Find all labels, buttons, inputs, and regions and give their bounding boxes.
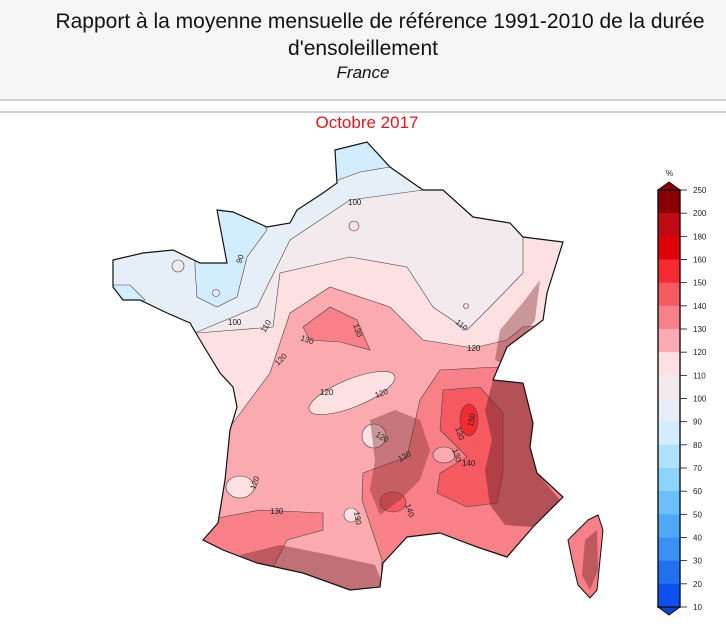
legend-tick-label: 180 — [693, 232, 707, 241]
legend-swatch — [658, 583, 680, 608]
region-subtitle: France — [336, 63, 390, 82]
legend-tick-label: 160 — [693, 256, 707, 265]
legend-swatch — [658, 352, 680, 376]
contour-label: 120 — [248, 475, 261, 491]
zone-local — [171, 259, 185, 273]
france-mainland — [113, 142, 563, 590]
zone-110-120-centre — [308, 371, 396, 415]
contour-label: 130 — [299, 333, 315, 346]
legend-tick-label: 20 — [693, 580, 702, 589]
legend-tick-label: 100 — [693, 395, 707, 404]
legend-tick-label: 10 — [693, 603, 702, 612]
contour-label: 130 — [351, 323, 364, 339]
header: Rapport à la moyenne mensuelle de référe… — [0, 0, 726, 101]
zone-130-140-paris — [302, 306, 371, 351]
zone-130-local — [432, 446, 456, 464]
contour-label: 140 — [403, 503, 416, 519]
legend-swatch — [658, 259, 680, 284]
legend-unit: % — [666, 169, 673, 178]
legend-swatch — [658, 398, 680, 423]
contour-label: 100 — [228, 318, 242, 327]
legend-swatch — [658, 190, 680, 214]
legend-swatch — [658, 305, 680, 330]
color-legend: % 250 200 180 160 150 140 130 120 110 100 90 80 70 60… — [656, 169, 707, 616]
legend-tick-label: 140 — [693, 302, 707, 311]
corsica — [567, 514, 604, 599]
relief-pyrenees — [240, 545, 385, 590]
relief-massif-central — [370, 410, 430, 515]
legend-tick-label: 60 — [693, 487, 702, 496]
contour-label: 130 — [453, 426, 466, 442]
contour-label: 120 — [374, 387, 390, 400]
legend-swatch — [658, 444, 680, 469]
contour-label: 130 — [270, 507, 284, 516]
legend-max-arrow — [656, 181, 682, 191]
legend-tick-label: 30 — [693, 557, 702, 566]
contour-label: 100 — [348, 198, 362, 207]
legend-tick-label: 200 — [693, 209, 707, 218]
legend-tick-label: 40 — [693, 534, 702, 543]
legend-swatch — [658, 560, 680, 585]
zone-local — [463, 303, 469, 309]
contour-labels: 90 100 100 110 110 120 120 120 120 120 1… — [228, 198, 481, 526]
zone-120-local — [343, 507, 359, 523]
zone-120-local — [361, 423, 387, 449]
legend-swatch — [658, 421, 680, 446]
legend-swatch — [658, 375, 680, 399]
contour-label: 120 — [467, 344, 481, 353]
legend-min-arrow — [656, 606, 682, 616]
legend-tick-label: 70 — [693, 464, 702, 473]
legend-tick-label: 120 — [693, 348, 707, 357]
legend-tick-label: 50 — [693, 510, 702, 519]
period-label: Octobre 2017 — [315, 113, 419, 132]
legend-swatch — [658, 468, 680, 492]
contour-label: 120 — [320, 388, 334, 397]
contour-label: 130 — [352, 511, 363, 526]
legend-swatch — [658, 213, 680, 237]
title-line-2: d'ensoleillement — [288, 37, 438, 60]
contour-label: 150 — [466, 412, 477, 427]
zone-local — [348, 220, 360, 232]
legend-tick-label: 250 — [693, 186, 707, 195]
title-line-1: Rapport à la moyenne mensuelle de référe… — [55, 10, 705, 33]
legend-tick-label: 110 — [693, 371, 706, 380]
legend-swatch — [658, 514, 680, 538]
legend-swatch — [658, 491, 680, 515]
contour-label: 140 — [462, 459, 476, 468]
relief-corsica — [582, 530, 598, 590]
relief-jura — [495, 280, 540, 365]
zone-80-90-finistere — [113, 284, 146, 311]
legend-swatch — [658, 537, 680, 562]
contour-label: 130 — [450, 448, 463, 464]
zone-local — [212, 289, 220, 297]
legend-swatch — [658, 236, 680, 260]
divider — [0, 111, 726, 113]
zone-120-local — [225, 475, 255, 499]
legend-swatch — [658, 282, 680, 307]
zone-150-160 — [459, 403, 479, 437]
zone-140-150-small — [379, 491, 407, 513]
legend-tick-label: 150 — [693, 279, 707, 288]
legend-tick-label: 130 — [693, 325, 707, 334]
contour-label: 90 — [234, 253, 246, 265]
legend-swatch — [658, 329, 680, 353]
legend-tick-label: 80 — [693, 441, 702, 450]
relief-alps — [485, 380, 560, 527]
legend-tick-label: 90 — [693, 418, 702, 427]
